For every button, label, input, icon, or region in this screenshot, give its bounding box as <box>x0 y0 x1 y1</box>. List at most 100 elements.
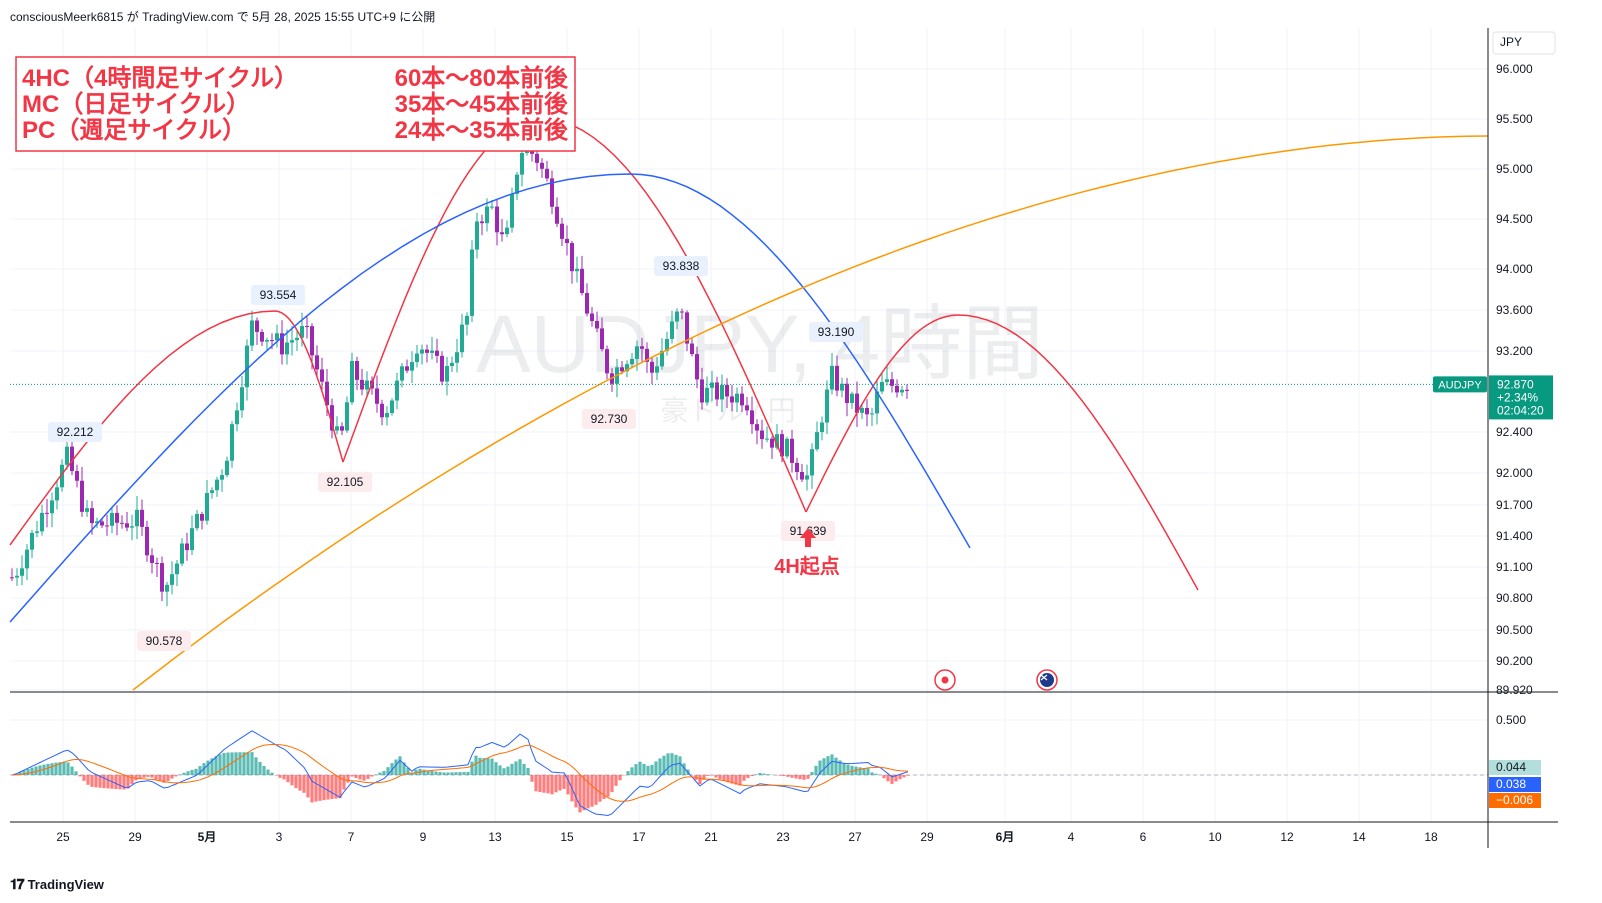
candle <box>465 312 469 336</box>
candle-body <box>150 555 154 563</box>
histogram-bar <box>478 757 482 775</box>
macd-histogram-value-box <box>1489 760 1541 775</box>
histogram-bar <box>578 775 582 813</box>
candle-body <box>75 471 79 481</box>
histogram-bar <box>90 775 94 787</box>
candle <box>345 396 349 433</box>
pivot-label-high: 93.838 <box>654 256 708 276</box>
histogram-bar <box>786 775 790 777</box>
candle-body <box>570 243 574 272</box>
candle <box>285 329 289 365</box>
histogram-bar <box>242 752 246 775</box>
histogram-bar <box>286 775 290 783</box>
histogram-bar <box>342 775 346 790</box>
candle <box>220 469 224 492</box>
histogram-bar <box>270 772 274 775</box>
candle-body <box>290 340 294 343</box>
histogram-bar <box>758 772 762 775</box>
candle-body <box>210 490 214 493</box>
histogram-bar <box>78 775 82 777</box>
bar-countdown: 02:04:20 <box>1497 403 1544 417</box>
histogram-bar <box>302 775 306 793</box>
candle <box>555 197 559 227</box>
candle-body <box>180 543 184 564</box>
candle-body <box>440 355 444 382</box>
price-tick-label: 91.100 <box>1496 560 1533 574</box>
candle <box>15 568 19 586</box>
time-tick-label: 7 <box>348 830 355 844</box>
candle <box>410 351 414 384</box>
candle-body <box>845 383 849 403</box>
histogram-bar <box>470 761 474 775</box>
candle <box>540 158 544 178</box>
time-tick-label: 5月 <box>198 830 217 844</box>
candle-body <box>395 380 399 401</box>
candle <box>165 581 169 607</box>
histogram-bar <box>194 768 198 775</box>
histogram-bar <box>374 774 378 775</box>
candle-body <box>660 350 664 367</box>
macd-pane: 0.500 0.044 0.038 −0.006 <box>10 713 1541 817</box>
candle-body <box>245 345 249 388</box>
candle-body <box>705 387 709 403</box>
histogram-bar <box>182 772 186 775</box>
candle-body <box>235 410 239 425</box>
histogram-bar <box>430 770 434 775</box>
candle <box>420 344 424 365</box>
candle <box>820 416 824 441</box>
histogram-bar <box>258 761 262 775</box>
candle-body <box>905 389 909 391</box>
pivot-label-high: 93.190 <box>809 322 863 342</box>
histogram-bar <box>558 775 562 791</box>
candle-body <box>560 223 564 239</box>
pivot-label-low: 92.730 <box>582 409 636 429</box>
candle-body <box>435 350 439 356</box>
histogram-bar <box>426 770 430 775</box>
cycle-info-name: PC（週足サイクル） <box>22 117 246 144</box>
histogram-bar <box>838 760 842 775</box>
histogram-bar <box>626 771 630 775</box>
histogram-bar <box>778 775 782 776</box>
candle-body <box>695 354 699 380</box>
candle-body <box>640 346 644 349</box>
time-tick-label: 27 <box>848 830 862 844</box>
histogram-bar <box>638 761 642 775</box>
histogram-bar <box>618 775 622 781</box>
candle <box>20 555 24 586</box>
candle <box>730 384 734 412</box>
histogram-bar <box>702 775 706 780</box>
histogram-bar <box>442 772 446 775</box>
histogram-bar <box>802 775 806 780</box>
candle-body <box>835 365 839 391</box>
histogram-bar <box>534 775 538 792</box>
candle-body <box>540 162 544 169</box>
candle-body <box>160 563 164 592</box>
histogram-bar <box>586 775 590 809</box>
candle <box>145 520 149 562</box>
histogram-bar <box>282 775 286 780</box>
signal-line <box>11 744 909 802</box>
cycle-curve-3 <box>805 314 1199 591</box>
candle-body <box>790 438 794 463</box>
footer-brand-text: TradingView <box>27 877 104 892</box>
histogram-bar <box>226 752 230 775</box>
histogram-bar <box>714 775 718 778</box>
histogram-bar <box>662 755 666 775</box>
candle-body <box>15 575 19 578</box>
candle <box>60 459 64 492</box>
candle <box>360 368 364 396</box>
candle-body <box>390 400 394 414</box>
pivot-label-high: 93.554 <box>251 285 305 305</box>
histogram-bar <box>70 766 74 775</box>
candle-body <box>50 500 54 514</box>
candle <box>140 499 144 536</box>
histogram-bar <box>338 775 342 799</box>
candle <box>865 399 869 427</box>
candle <box>185 532 189 561</box>
candle-body <box>880 382 884 392</box>
histogram-bar <box>154 775 158 780</box>
histogram-bar <box>738 775 742 786</box>
candle <box>65 439 69 470</box>
candle-body <box>225 460 229 476</box>
